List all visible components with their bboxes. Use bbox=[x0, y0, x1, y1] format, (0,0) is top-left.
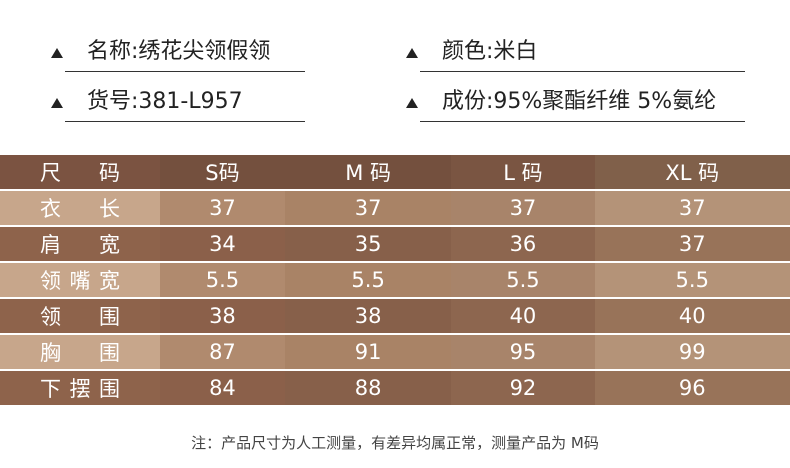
cell: 5.5 bbox=[284, 261, 452, 297]
label-text: 领围 bbox=[40, 305, 120, 329]
row-label: 领围 bbox=[0, 297, 160, 333]
label-text: 尺码 bbox=[40, 161, 120, 185]
cell: 5.5 bbox=[594, 261, 790, 297]
cell: 99 bbox=[594, 333, 790, 369]
row-label: 胸围 bbox=[0, 333, 160, 369]
label-text: 肩宽 bbox=[40, 233, 120, 257]
cell: 40 bbox=[594, 297, 790, 333]
cell: 40 bbox=[451, 297, 595, 333]
row-label: 肩宽 bbox=[0, 225, 160, 261]
table-row: 下摆围 84 88 92 96 bbox=[0, 369, 790, 405]
label-text: 胸围 bbox=[40, 341, 120, 365]
info-item: 成份:95%聚酯纤维 5%氨纶 bbox=[406, 82, 745, 122]
table-row: 领嘴宽 5.5 5.5 5.5 5.5 bbox=[0, 261, 790, 297]
table-row: 领围 38 38 40 40 bbox=[0, 297, 790, 333]
cell: 84 bbox=[160, 369, 285, 405]
info-item: 货号:381-L957 bbox=[51, 82, 305, 122]
column-header: M 码 bbox=[284, 155, 452, 189]
row-label: 衣长 bbox=[0, 189, 160, 225]
table-row: 肩宽 34 35 36 37 bbox=[0, 225, 790, 261]
table-row: 胸围 87 91 95 99 bbox=[0, 333, 790, 369]
column-header: L 码 bbox=[451, 155, 595, 189]
label-text: 衣长 bbox=[40, 197, 120, 221]
cell: 96 bbox=[594, 369, 790, 405]
cell: 5.5 bbox=[160, 261, 285, 297]
cell: 37 bbox=[160, 189, 285, 225]
cell: 37 bbox=[451, 189, 595, 225]
cell: 87 bbox=[160, 333, 285, 369]
cell: 38 bbox=[160, 297, 285, 333]
label-text: 领嘴宽 bbox=[40, 269, 120, 293]
cell: 92 bbox=[451, 369, 595, 405]
info-item: 名称:绣花尖领假领 bbox=[51, 32, 305, 72]
row-label: 尺码 bbox=[0, 155, 160, 189]
cell: 5.5 bbox=[451, 261, 595, 297]
cell: 88 bbox=[284, 369, 452, 405]
table-row: 衣长 37 37 37 37 bbox=[0, 189, 790, 225]
cell: 35 bbox=[284, 225, 452, 261]
info-text: 货号:381-L957 bbox=[87, 89, 243, 114]
column-header: XL 码 bbox=[594, 155, 790, 189]
cell: 37 bbox=[284, 189, 452, 225]
row-label: 下摆围 bbox=[0, 369, 160, 405]
cell: 95 bbox=[451, 333, 595, 369]
cell: 36 bbox=[451, 225, 595, 261]
cell: 91 bbox=[284, 333, 452, 369]
label-text: 下摆围 bbox=[40, 377, 120, 401]
info-item: 颜色:米白 bbox=[406, 32, 745, 72]
info-text: 成份:95%聚酯纤维 5%氨纶 bbox=[442, 89, 717, 114]
info-text: 颜色:米白 bbox=[442, 39, 538, 64]
info-text: 名称:绣花尖领假领 bbox=[87, 39, 271, 64]
column-header: S码 bbox=[160, 155, 285, 189]
cell: 37 bbox=[594, 225, 790, 261]
cell: 37 bbox=[594, 189, 790, 225]
cell: 34 bbox=[160, 225, 285, 261]
note: 注：产品尺寸为人工测量，有差异均属正常，测量产品为 M码 bbox=[191, 434, 599, 452]
row-label: 领嘴宽 bbox=[0, 261, 160, 297]
cell: 38 bbox=[284, 297, 452, 333]
